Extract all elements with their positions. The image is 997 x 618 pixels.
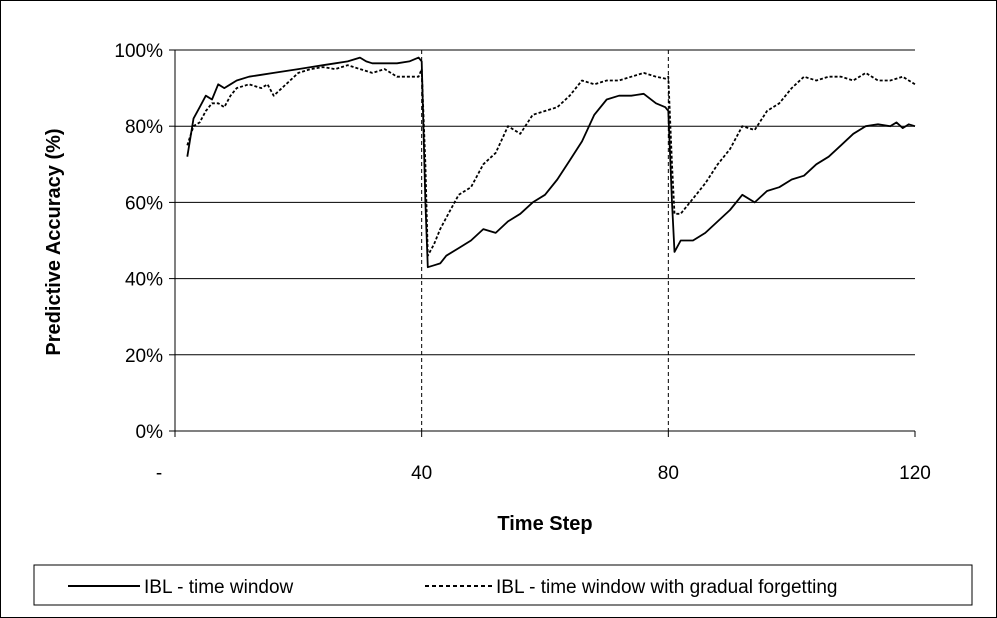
y-tick-label: 60% bbox=[125, 193, 163, 214]
axes bbox=[169, 49, 916, 437]
series-line-time-window bbox=[186, 56, 916, 269]
y-tick-label: 40% bbox=[125, 270, 163, 291]
gridlines bbox=[175, 49, 915, 356]
series-lines bbox=[186, 56, 916, 269]
series-line-gradual-forgetting bbox=[186, 64, 916, 257]
y-axis-title: Predictive Accuracy (%) bbox=[43, 128, 65, 355]
y-tick-label: 80% bbox=[125, 117, 163, 138]
x-tick-label: - bbox=[156, 463, 162, 484]
x-tick-label: 40 bbox=[411, 463, 432, 484]
tick-labels: 0% 20% 40% 60% 80% 100% - 40 80 120 bbox=[114, 41, 930, 484]
y-tick-label: 100% bbox=[114, 41, 163, 62]
y-tick-label: 20% bbox=[125, 346, 163, 367]
legend-box bbox=[33, 564, 973, 606]
x-tick-label: 80 bbox=[658, 463, 679, 484]
vertical-markers bbox=[421, 50, 669, 431]
legend-label-time-window: IBL - time window bbox=[144, 577, 294, 598]
x-tick-label: 120 bbox=[899, 463, 931, 484]
x-axis-title: Time Step bbox=[497, 513, 592, 535]
legend-label-gradual-forgetting: IBL - time window with gradual forgettin… bbox=[496, 577, 837, 598]
legend: IBL - time window IBL - time window with… bbox=[33, 564, 973, 606]
y-tick-label: 0% bbox=[136, 422, 164, 443]
